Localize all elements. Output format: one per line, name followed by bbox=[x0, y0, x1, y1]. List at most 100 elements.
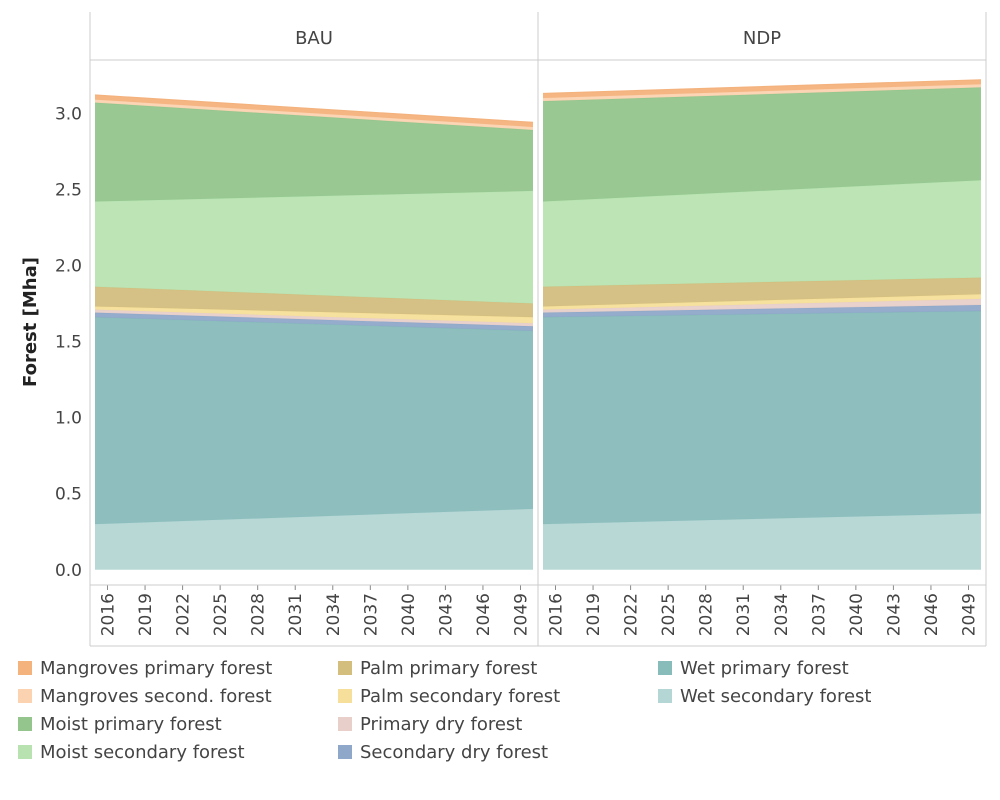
legend-column-2: Palm primary forest Palm secondary forest… bbox=[338, 656, 560, 768]
area-secondary-dry-forest bbox=[543, 305, 981, 318]
legend-label: Mangroves primary forest bbox=[40, 658, 273, 679]
y-tick-label: 2.0 bbox=[55, 256, 82, 276]
legend-swatch bbox=[658, 661, 672, 675]
area-wet-secondary-forest bbox=[543, 513, 981, 570]
area-moist-primary-forest bbox=[95, 102, 533, 202]
x-tick-label: 2028 bbox=[697, 593, 717, 636]
y-tick-label: 1.5 bbox=[55, 333, 82, 353]
x-tick-label: 2043 bbox=[436, 593, 456, 636]
x-tick-label: 2022 bbox=[174, 593, 194, 636]
area-mangroves-primary-forest bbox=[543, 79, 981, 98]
area-moist-primary-forest bbox=[543, 87, 981, 202]
x-tick-label: 2031 bbox=[734, 593, 754, 636]
legend-column-3: Wet primary forest Wet secondary forest bbox=[658, 656, 871, 712]
legend-item: Wet secondary forest bbox=[658, 684, 871, 712]
area-mangroves-second-forest bbox=[95, 99, 533, 130]
area-palm-secondary-forest bbox=[543, 294, 981, 310]
legend-item: Primary dry forest bbox=[338, 712, 560, 740]
chart-frame bbox=[89, 12, 987, 647]
legend-label: Primary dry forest bbox=[360, 714, 523, 735]
x-tick-label: 2049 bbox=[960, 593, 980, 636]
chart-svg: Forest [Mha] 0.0 0.5 1.0 1.5 2.0 2.5 3.0 BAU 20… bbox=[20, 12, 987, 647]
x-tick-label: 2016 bbox=[99, 593, 119, 636]
legend-swatch bbox=[18, 689, 32, 703]
x-tick-label: 2028 bbox=[249, 593, 269, 636]
x-tick-label: 2019 bbox=[136, 593, 156, 636]
legend-item: Palm secondary forest bbox=[338, 684, 560, 712]
area-primary-dry-forest bbox=[543, 298, 981, 313]
x-tick-label: 2046 bbox=[474, 593, 494, 636]
y-tick-label: 2.5 bbox=[55, 180, 82, 200]
y-axis-label: Forest [Mha] bbox=[20, 257, 41, 387]
legend-label: Mangroves second. forest bbox=[40, 686, 272, 707]
area-top-line bbox=[542, 79, 982, 95]
legend-item: Mangroves second. forest bbox=[18, 684, 272, 712]
y-tick-label: 0.0 bbox=[55, 561, 82, 581]
area-series-group bbox=[94, 94, 534, 570]
y-tick-label: 1.0 bbox=[55, 409, 82, 429]
x-tick-label: 2040 bbox=[847, 593, 867, 636]
y-tick-label: 3.0 bbox=[55, 104, 82, 124]
area-wet-primary-forest bbox=[543, 311, 981, 525]
x-axis-ticks: 2016 2019 2022 2025 2028 2031 2034 2037 2040 2043… bbox=[547, 585, 980, 636]
area-wet-primary-forest bbox=[95, 317, 533, 525]
x-tick-label: 2025 bbox=[659, 593, 679, 636]
legend-label: Moist primary forest bbox=[40, 714, 222, 735]
legend: Mangroves primary forest Mangroves second… bbox=[18, 656, 988, 776]
legend-label: Wet primary forest bbox=[680, 658, 849, 679]
x-tick-label: 2025 bbox=[211, 593, 231, 636]
panel-header bbox=[90, 12, 538, 60]
x-tick-label: 2031 bbox=[286, 593, 306, 636]
x-tick-label: 2034 bbox=[324, 593, 344, 636]
legend-label: Moist secondary forest bbox=[40, 742, 245, 763]
area-mangroves-second-forest bbox=[543, 84, 981, 102]
x-tick-label: 2040 bbox=[399, 593, 419, 636]
legend-item: Mangroves primary forest bbox=[18, 656, 272, 684]
x-tick-label: 2049 bbox=[512, 593, 532, 636]
legend-swatch bbox=[18, 661, 32, 675]
x-axis-ticks: 2016 2019 2022 2025 2028 2031 2034 2037 2040 2043… bbox=[99, 585, 532, 636]
x-tick-label: 2019 bbox=[584, 593, 604, 636]
area-series-group bbox=[542, 79, 982, 570]
area-top-line bbox=[94, 94, 534, 123]
legend-label: Palm secondary forest bbox=[360, 686, 561, 707]
x-tick-label: 2016 bbox=[547, 593, 567, 636]
legend-item: Wet primary forest bbox=[658, 656, 871, 684]
legend-label: Wet secondary forest bbox=[680, 686, 872, 707]
area-mangroves-primary-forest bbox=[95, 95, 533, 127]
area-moist-secondary-forest bbox=[95, 190, 533, 304]
legend-label: Secondary dry forest bbox=[360, 742, 549, 763]
y-tick-label: 0.5 bbox=[55, 485, 82, 505]
legend-item: Secondary dry forest bbox=[338, 740, 560, 768]
x-tick-label: 2046 bbox=[922, 593, 942, 636]
area-secondary-dry-forest bbox=[95, 312, 533, 331]
y-axis-ticks: 0.0 0.5 1.0 1.5 2.0 2.5 3.0 bbox=[55, 104, 82, 581]
legend-column-1: Mangroves primary forest Mangroves second… bbox=[18, 656, 272, 768]
area-palm-secondary-forest bbox=[95, 306, 533, 324]
legend-item: Palm primary forest bbox=[338, 656, 560, 684]
area-palm-primary-forest bbox=[95, 286, 533, 318]
area-wet-secondary-forest bbox=[95, 508, 533, 570]
legend-swatch bbox=[338, 661, 352, 675]
legend-swatch bbox=[18, 717, 32, 731]
x-tick-label: 2037 bbox=[361, 593, 381, 636]
legend-item: Moist primary forest bbox=[18, 712, 272, 740]
area-moist-secondary-forest bbox=[543, 180, 981, 287]
x-tick-label: 2037 bbox=[809, 593, 829, 636]
panel-title: BAU bbox=[295, 28, 333, 49]
legend-item: Moist secondary forest bbox=[18, 740, 272, 768]
legend-swatch bbox=[338, 745, 352, 759]
legend-label: Palm primary forest bbox=[360, 658, 538, 679]
panel-title: NDP bbox=[743, 28, 781, 49]
x-tick-label: 2043 bbox=[884, 593, 904, 636]
panel-header bbox=[538, 12, 986, 60]
legend-swatch bbox=[658, 689, 672, 703]
legend-swatch bbox=[338, 689, 352, 703]
legend-swatch bbox=[18, 745, 32, 759]
area-primary-dry-forest bbox=[95, 309, 533, 327]
x-tick-label: 2022 bbox=[622, 593, 642, 636]
